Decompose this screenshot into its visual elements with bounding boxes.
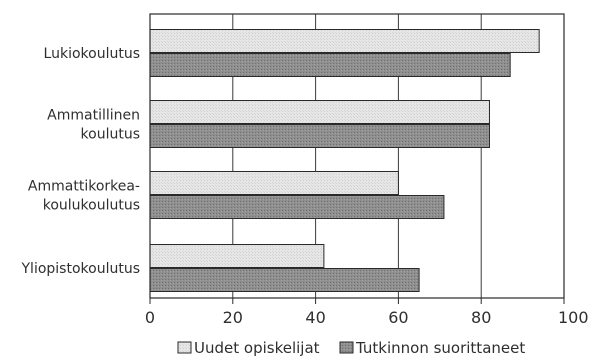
legend-swatch — [177, 341, 192, 354]
bar — [149, 195, 445, 219]
bar — [149, 268, 420, 292]
bar — [149, 100, 490, 124]
bar — [149, 53, 511, 77]
x-tick-label: 60 — [388, 308, 408, 327]
bar — [149, 244, 325, 268]
category-label: Ammattikorkea- — [28, 179, 140, 195]
legend-label: Uudet opiskelijat — [194, 339, 320, 357]
bars-group — [149, 29, 540, 292]
legend-label: Tutkinnon suorittaneet — [355, 339, 525, 357]
category-label: Ammatillinen — [47, 108, 140, 124]
legend: Uudet opiskelijat Tutkinnon suorittaneet — [177, 339, 525, 357]
x-tick-label: 20 — [223, 308, 243, 327]
x-axis-ticks: 0 20 40 60 80 100 % — [145, 308, 594, 327]
category-label: Lukiokoulutus — [44, 46, 140, 62]
x-tick-label: 100 % — [558, 308, 594, 327]
x-tick-label: 80 — [471, 308, 491, 327]
category-labels: Lukiokoulutus Ammatillinen koulutus Ammatti… — [21, 46, 141, 277]
bar — [149, 171, 399, 195]
legend-swatch — [339, 341, 354, 354]
category-label: koulukoulutus — [43, 198, 140, 214]
x-tick-label: 40 — [305, 308, 325, 327]
x-tick-label: 0 — [145, 308, 155, 327]
bar — [149, 29, 540, 53]
plot-frame — [149, 13, 565, 304]
category-label: Yliopistokoulutus — [21, 261, 141, 277]
plot-border — [149, 13, 565, 299]
bar — [149, 124, 490, 148]
category-label: koulutus — [81, 127, 140, 143]
